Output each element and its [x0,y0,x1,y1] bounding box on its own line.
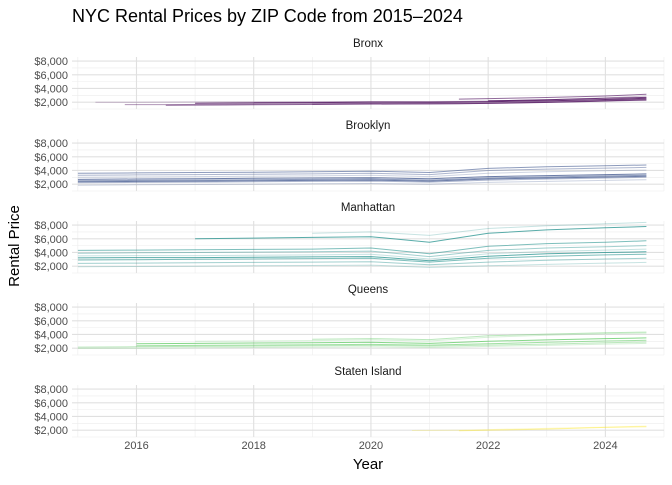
series-line [136,339,647,347]
series-line [77,240,647,255]
y-tick-label: $8,000 [34,302,68,314]
facet-panel-queens: Queens $2,000 $4,000$6,000 $8,000 [34,284,665,356]
x-tick-label: 2024 [593,440,617,452]
series-line [77,179,647,186]
y-tick-label: $6,000 [34,234,68,246]
facet-strip-label: Manhattan [341,202,395,214]
series-line [195,332,647,342]
panels-layer: Bronx$2,000$4,000$6,000$8,000Brooklyn$2,… [34,38,665,438]
series-line [136,337,647,345]
facet-panel-staten-island: Staten Island $2,000 $4,000$6,000 $8,000 [34,366,665,438]
series-line [165,99,647,106]
y-tick-label: $6,000 [34,70,68,82]
series-line [312,221,647,236]
x-tick-label: 2016 [124,440,148,452]
panel-grid [72,57,665,110]
y-tick-label: $2,000 [34,179,68,191]
series-group [77,221,647,269]
y-tick-label: $8,000 [34,138,68,150]
series-line [195,226,647,243]
series-line [77,261,647,269]
y-tick-label: $4,000 [34,411,68,423]
y-tick-label: $8,000 [34,384,68,396]
facet-strip-label: Staten Island [334,366,401,378]
x-axis-label: Year [353,456,383,473]
series-group [77,331,647,349]
x-axis: 2016 2018 2020 2022 2024 [124,440,617,452]
series-line [77,166,647,176]
y-tick-label: $2,000 [34,97,68,109]
panel-grid [72,221,665,274]
series-line [77,245,647,258]
series-line [312,331,647,341]
y-tick-label: $8,000 [34,56,68,68]
series-line [77,341,647,348]
panel-grid [72,303,665,356]
series-line [77,248,647,260]
series-line [488,96,647,102]
facet-strip-label: Queens [348,284,389,296]
series-line [312,99,647,105]
series-line [77,342,647,349]
y-tick-label: $6,000 [34,398,68,410]
y-tick-label: $2,000 [34,343,68,355]
series-line [458,426,647,432]
y-tick-label: $2,000 [34,425,68,437]
panel-grid [72,385,665,438]
series-line [77,253,647,263]
series-group [77,164,647,186]
y-axis-label: Rental Price [6,205,23,287]
y-tick-label: $6,000 [34,316,68,328]
series-line [77,164,647,174]
y-tick-label: $2,000 [34,261,68,273]
series-line [77,175,647,183]
facet-panel-manhattan: Manhattan $2,000 $4,000$6,000 $8,000 [34,202,665,274]
series-group [95,93,647,106]
series-line [77,251,647,262]
series-line [411,425,647,431]
y-tick-label: $4,000 [34,165,68,177]
y-tick-label: $4,000 [34,329,68,341]
chart-title: NYC Rental Prices by ZIP Code from 2015–… [72,6,463,26]
x-tick-label: 2022 [476,440,500,452]
series-line [124,98,647,106]
facet-strip-label: Brooklyn [346,120,391,132]
y-tick-label: $8,000 [34,220,68,232]
series-line [77,257,647,266]
y-tick-label: $4,000 [34,83,68,95]
series-line [458,93,647,100]
facet-strip-label: Bronx [353,38,383,50]
series-line [77,169,647,178]
series-group [411,425,647,432]
facet-panel-brooklyn: Brooklyn $2,000 $4,000$6,000 $8,000 [34,120,665,192]
x-tick-label: 2020 [359,440,383,452]
y-tick-label: $4,000 [34,247,68,259]
y-tick-label: $6,000 [34,152,68,164]
x-tick-label: 2018 [241,440,265,452]
facet-panel-bronx: Bronx $2,000 $4,000$6,000 $8,000 [34,38,665,110]
series-line [77,174,647,182]
series-line [77,176,647,184]
series-line [195,97,647,104]
series-line [77,173,647,180]
